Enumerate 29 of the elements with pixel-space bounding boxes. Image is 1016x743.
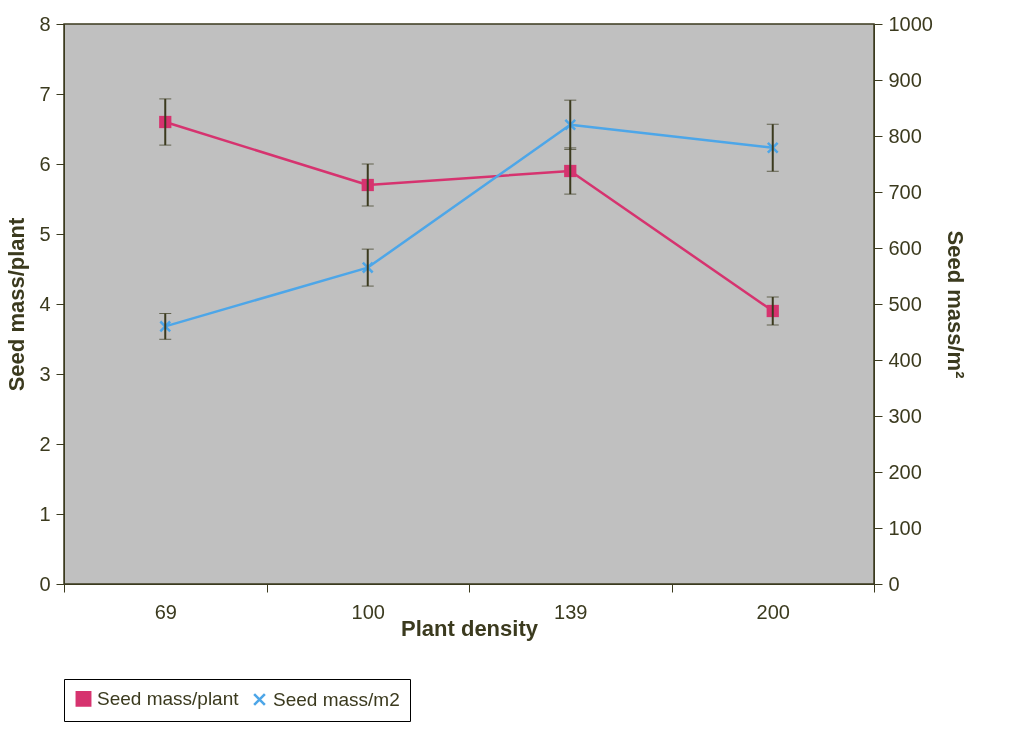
y2-tick-label: 800 (888, 124, 922, 147)
y2-tick-label: 500 (888, 292, 922, 315)
y2-tick-label: 0 (888, 572, 900, 595)
y2-tick-label: 100 (888, 516, 922, 539)
x-tick-label: 69 (154, 600, 177, 623)
x-tick-label: 100 (351, 600, 385, 623)
y2-tick-label: 700 (888, 180, 922, 203)
legend-label: Seed mass/plant (97, 687, 240, 709)
y-tick-label: 8 (39, 12, 51, 35)
y2-tick-label: 400 (888, 348, 922, 371)
legend-label: Seed mass/m2 (273, 688, 400, 710)
y2-tick-label: 200 (888, 460, 922, 483)
y-tick-label: 3 (39, 362, 51, 385)
y-axis-title: Seed mass/plant (4, 217, 30, 392)
y2-tick-label: 1000 (888, 12, 933, 35)
y-tick-label: 4 (39, 292, 51, 315)
y-tick-label: 6 (39, 152, 51, 175)
y-tick-label: 7 (39, 82, 51, 105)
y2-tick-label: 300 (888, 404, 922, 427)
y-tick-label: 2 (39, 432, 51, 455)
x-tick-label: 139 (554, 600, 588, 623)
y-tick-label: 1 (39, 502, 51, 525)
y-tick-label: 5 (39, 222, 51, 245)
x-axis-title: Plant density (401, 615, 539, 641)
y2-tick-label: 900 (888, 68, 922, 91)
x-tick-label: 200 (756, 600, 790, 623)
y2-tick-label: 600 (888, 236, 922, 259)
y2-axis-title: Seed mass/m² (942, 230, 968, 379)
y-tick-label: 0 (39, 572, 51, 595)
